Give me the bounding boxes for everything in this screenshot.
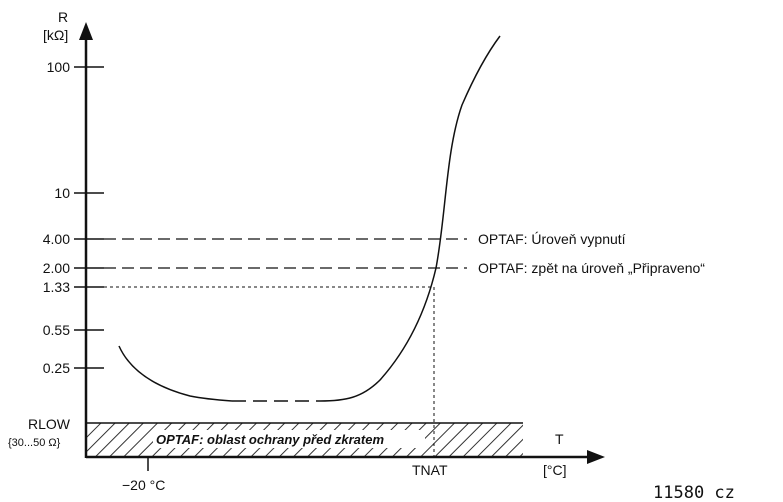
y-tick-label: 10	[54, 185, 70, 201]
resistance-curve-right	[319, 35, 501, 402]
x-tick-label-minus-20: −20 °C	[122, 477, 165, 493]
resistance-curve-left	[118, 345, 233, 402]
threshold-label-ready: OPTAF: zpět na úroveň „Připraveno“	[478, 260, 705, 276]
figure-code: 11580 cz	[653, 483, 735, 502]
y-ticks: 100 10 4.00 2.00 1.33 0.55 0.25	[43, 59, 104, 376]
rlow-label: RLOW	[28, 416, 71, 432]
y-tick-label: 1.33	[43, 279, 70, 295]
y-tick-label: 100	[47, 59, 71, 75]
y-axis-arrow	[79, 22, 93, 40]
y-tick-label: 2.00	[43, 260, 70, 276]
y-tick-label: 0.25	[43, 360, 70, 376]
x-axis-arrow	[587, 450, 605, 464]
x-tick-label-tnat: TNAT	[412, 462, 448, 478]
threshold-label-trip: OPTAF: Úroveň vypnutí	[478, 231, 626, 247]
rlow-range: {30...50 Ω}	[8, 437, 61, 449]
x-axis-label-symbol: T	[555, 431, 564, 447]
y-axis-label-symbol: R	[58, 9, 68, 25]
y-tick-label: 4.00	[43, 231, 70, 247]
x-axis-label-unit: [°C]	[543, 462, 567, 478]
zone-label-background	[153, 430, 425, 448]
short-circuit-zone-label: OPTAF: oblast ochrany před zkratem	[156, 432, 384, 447]
y-tick-label: 0.55	[43, 322, 70, 338]
y-axis-label-unit: [kΩ]	[43, 27, 68, 43]
